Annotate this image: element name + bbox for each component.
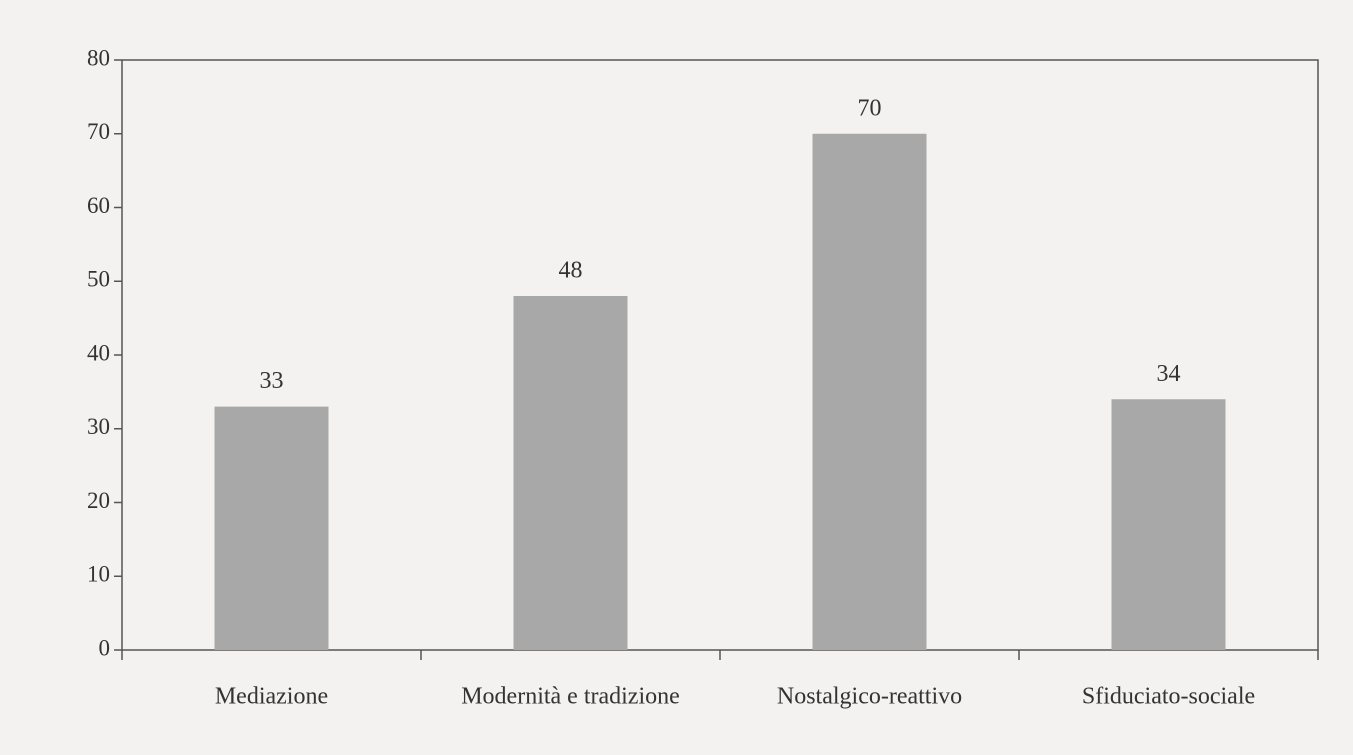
data-label: 33	[260, 368, 284, 394]
data-label: 70	[858, 95, 882, 121]
bar	[513, 296, 628, 650]
y-tick-label: 60	[87, 193, 110, 218]
y-tick-label: 10	[87, 562, 110, 587]
data-label: 48	[559, 258, 583, 284]
y-tick-label: 30	[87, 414, 110, 439]
y-tick-label: 50	[87, 267, 110, 292]
y-tick-label: 0	[99, 635, 111, 660]
y-tick-label: 70	[87, 119, 110, 144]
y-tick-label: 40	[87, 340, 110, 365]
bar	[1111, 399, 1226, 650]
x-tick-label: Sfiduciato-sociale	[1082, 684, 1255, 710]
y-tick-label: 20	[87, 488, 110, 513]
x-tick-label: Modernità e tradizione	[461, 684, 680, 710]
x-tick-label: Mediazione	[215, 684, 328, 710]
data-label: 34	[1157, 361, 1181, 387]
x-tick-label: Nostalgico-reattivo	[777, 684, 962, 710]
y-tick-label: 80	[87, 45, 110, 70]
bar	[812, 133, 927, 650]
bar	[214, 406, 329, 650]
